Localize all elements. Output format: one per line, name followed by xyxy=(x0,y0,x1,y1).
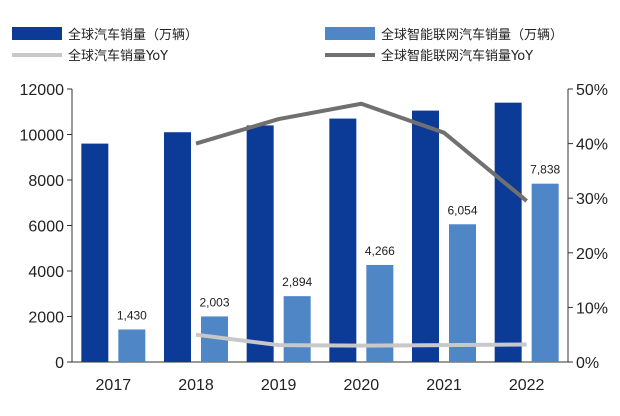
bar-data-label: 2,894 xyxy=(282,275,312,289)
left-tick-label: 6000 xyxy=(28,219,64,236)
x-tick-label: 2020 xyxy=(344,377,380,394)
bar-car-sales xyxy=(81,143,109,362)
bar-connected-sales xyxy=(283,296,311,362)
yoy-lines xyxy=(195,101,528,348)
bar-data-label: 1,430 xyxy=(117,308,147,322)
right-axis-ticks: 0% 10% 20% 30% 40% 50% xyxy=(568,82,608,372)
right-tick-label: 30% xyxy=(576,191,608,208)
right-tick-label: 40% xyxy=(576,137,608,154)
bar-car-sales xyxy=(246,125,274,363)
bar-data-label: 7,838 xyxy=(530,163,560,177)
legend-label-car-yoy: 全球汽车销量YoY xyxy=(68,48,168,64)
legend: 全球汽车销量（万辆） 全球智能联网汽车销量（万辆） 全球汽车销量YoY 全球智能… xyxy=(12,27,563,64)
bar-data-label: 2,003 xyxy=(199,295,229,309)
bar-connected-sales xyxy=(531,183,559,362)
right-tick-label: 20% xyxy=(576,246,608,263)
bar-car-sales xyxy=(494,102,522,363)
right-tick-label: 50% xyxy=(576,82,608,99)
bars xyxy=(81,102,559,363)
bar-connected-sales xyxy=(449,224,476,362)
left-tick-label: 2000 xyxy=(28,310,64,327)
left-tick-label: 4000 xyxy=(28,264,64,281)
bar-data-labels: 1,430 2,003 2,894 4,266 6,054 7,838 xyxy=(117,163,561,323)
bar-data-label: 4,266 xyxy=(365,244,395,258)
legend-label-car-sales: 全球汽车销量（万辆） xyxy=(68,27,198,43)
x-tick-label: 2019 xyxy=(261,377,297,394)
left-tick-label: 8000 xyxy=(28,173,64,190)
left-axis-ticks: 0 2000 4000 6000 8000 10000 12000 xyxy=(20,82,72,372)
right-tick-label: 0% xyxy=(576,355,599,372)
x-tick-label: 2018 xyxy=(178,377,214,394)
bar-car-sales xyxy=(412,110,439,362)
x-axis-ticks: 2017 2018 2019 2020 2021 2022 xyxy=(96,377,545,394)
bar-car-sales xyxy=(329,118,357,362)
line-car-yoy xyxy=(195,332,527,348)
left-tick-label: 10000 xyxy=(20,128,65,145)
legend-label-connected-yoy: 全球智能联网汽车销量YoY xyxy=(381,48,533,64)
bar-connected-sales xyxy=(118,329,146,362)
x-tick-label: 2021 xyxy=(426,377,462,394)
left-tick-label: 12000 xyxy=(20,82,65,99)
left-tick-label: 0 xyxy=(55,355,64,372)
line-connected-yoy xyxy=(195,101,528,203)
legend-label-connected-sales: 全球智能联网汽车销量（万辆） xyxy=(381,27,563,43)
x-tick-label: 2017 xyxy=(96,377,132,394)
bar-data-label: 6,054 xyxy=(447,203,477,217)
legend-swatch-car-sales xyxy=(12,27,62,40)
bar-car-sales xyxy=(164,132,191,362)
x-tick-label: 2022 xyxy=(509,377,545,394)
right-tick-label: 10% xyxy=(576,300,608,317)
legend-swatch-connected-sales xyxy=(325,27,375,40)
